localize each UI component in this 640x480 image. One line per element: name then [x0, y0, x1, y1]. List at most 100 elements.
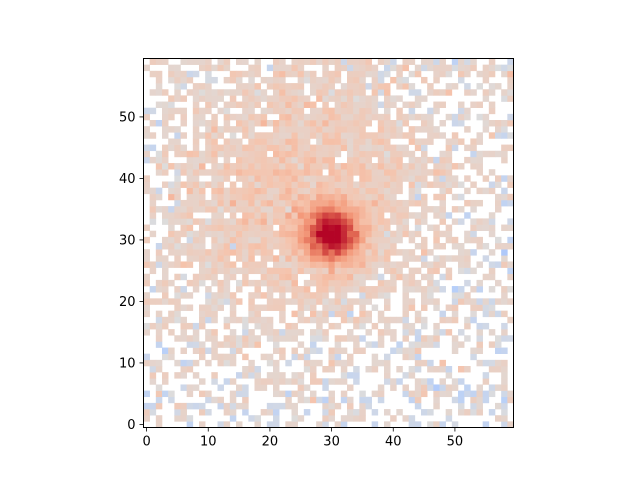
heatmap-cell — [476, 384, 483, 391]
heatmap-cell — [285, 144, 292, 152]
heatmap-cell — [168, 279, 175, 287]
heatmap-cell — [402, 249, 409, 256]
heatmap-cell — [377, 224, 385, 231]
heatmap-cell — [414, 279, 422, 287]
heatmap-cell — [297, 341, 305, 348]
heatmap-cell — [254, 378, 261, 385]
heatmap-cell — [223, 113, 231, 121]
heatmap-cell — [322, 95, 329, 102]
heatmap-cell — [476, 187, 483, 195]
heatmap-cell — [162, 113, 169, 121]
heatmap-cell — [242, 384, 249, 391]
heatmap-cell — [396, 120, 403, 127]
heatmap-cell — [371, 353, 379, 361]
heatmap-cell — [402, 101, 409, 108]
heatmap-cell — [353, 156, 360, 164]
heatmap-cell — [266, 353, 274, 361]
heatmap-cell — [168, 261, 175, 268]
heatmap-cell — [433, 101, 440, 108]
heatmap-cell — [322, 286, 329, 293]
heatmap-cell — [291, 132, 298, 139]
heatmap-cell — [322, 236, 329, 244]
heatmap-cell — [482, 298, 490, 305]
heatmap-cell — [470, 249, 477, 256]
heatmap-cell — [291, 286, 298, 293]
heatmap-cell — [205, 218, 212, 225]
heatmap-cell — [248, 163, 255, 170]
heatmap-cell — [211, 230, 218, 238]
heatmap-cell — [155, 120, 163, 127]
heatmap-cell — [507, 193, 514, 201]
heatmap-cell — [248, 230, 255, 238]
heatmap-cell — [186, 359, 194, 367]
heatmap-cell — [359, 89, 366, 96]
heatmap-cell — [445, 366, 453, 373]
heatmap-cell — [384, 236, 391, 244]
heatmap-cell — [445, 150, 453, 158]
heatmap-cell — [365, 255, 372, 262]
heatmap-cell — [464, 199, 471, 207]
heatmap-cell — [273, 150, 280, 158]
heatmap-cell — [384, 175, 391, 182]
heatmap-cell — [384, 329, 391, 336]
heatmap-cell — [266, 144, 274, 152]
heatmap-cell — [347, 243, 354, 250]
heatmap-cell — [291, 292, 298, 299]
heatmap-cell — [353, 286, 360, 293]
heatmap-cell — [217, 279, 224, 287]
heatmap-cell — [501, 156, 508, 164]
heatmap-cell — [482, 378, 490, 385]
heatmap-cell — [180, 249, 187, 256]
heatmap-cell — [291, 236, 298, 244]
heatmap-cell — [285, 83, 292, 90]
heatmap-cell — [458, 193, 465, 201]
heatmap-cell — [421, 175, 428, 182]
heatmap-cell — [359, 95, 366, 102]
heatmap-cell — [396, 95, 403, 102]
heatmap-cell — [458, 218, 465, 225]
heatmap-cell — [359, 187, 366, 195]
heatmap-cell — [396, 218, 403, 225]
heatmap-cell — [279, 89, 286, 96]
heatmap-cell — [328, 224, 335, 231]
heatmap-cell — [199, 113, 206, 121]
heatmap-cell — [433, 261, 440, 268]
heatmap-cell — [223, 279, 231, 287]
heatmap-cell — [310, 126, 317, 133]
heatmap-cell — [291, 279, 298, 287]
heatmap-cell — [402, 224, 409, 231]
heatmap-cell — [371, 89, 379, 96]
heatmap-cell — [470, 298, 477, 305]
heatmap-cell — [439, 206, 446, 213]
heatmap-cell — [186, 150, 194, 158]
heatmap-cell — [266, 255, 274, 262]
heatmap-cell — [248, 329, 255, 336]
heatmap-cell — [322, 329, 329, 336]
heatmap-cell — [384, 120, 391, 127]
heatmap-cell — [186, 279, 194, 287]
heatmap-cell — [501, 396, 508, 404]
heatmap-cell — [303, 347, 311, 354]
heatmap-cell — [371, 144, 379, 152]
heatmap-cell — [353, 347, 360, 354]
heatmap-cell — [371, 212, 379, 219]
heatmap-cell — [445, 144, 453, 152]
heatmap-cell — [501, 322, 508, 330]
heatmap-cell — [427, 298, 434, 305]
heatmap-cell — [464, 322, 471, 330]
heatmap-cell — [414, 70, 422, 78]
heatmap-cell — [347, 58, 354, 65]
heatmap-cell — [433, 267, 440, 275]
heatmap-cell — [279, 95, 286, 102]
heatmap-cell — [211, 175, 218, 182]
heatmap-cell — [273, 199, 280, 207]
heatmap-cell — [162, 126, 169, 133]
heatmap-cell — [377, 163, 385, 170]
heatmap-cell — [285, 329, 292, 336]
heatmap-cell — [359, 64, 366, 72]
heatmap-cell — [303, 249, 311, 256]
heatmap-cell — [414, 218, 422, 225]
heatmap-cell — [242, 409, 249, 416]
heatmap-cell — [328, 150, 335, 158]
heatmap-cell — [229, 261, 237, 268]
